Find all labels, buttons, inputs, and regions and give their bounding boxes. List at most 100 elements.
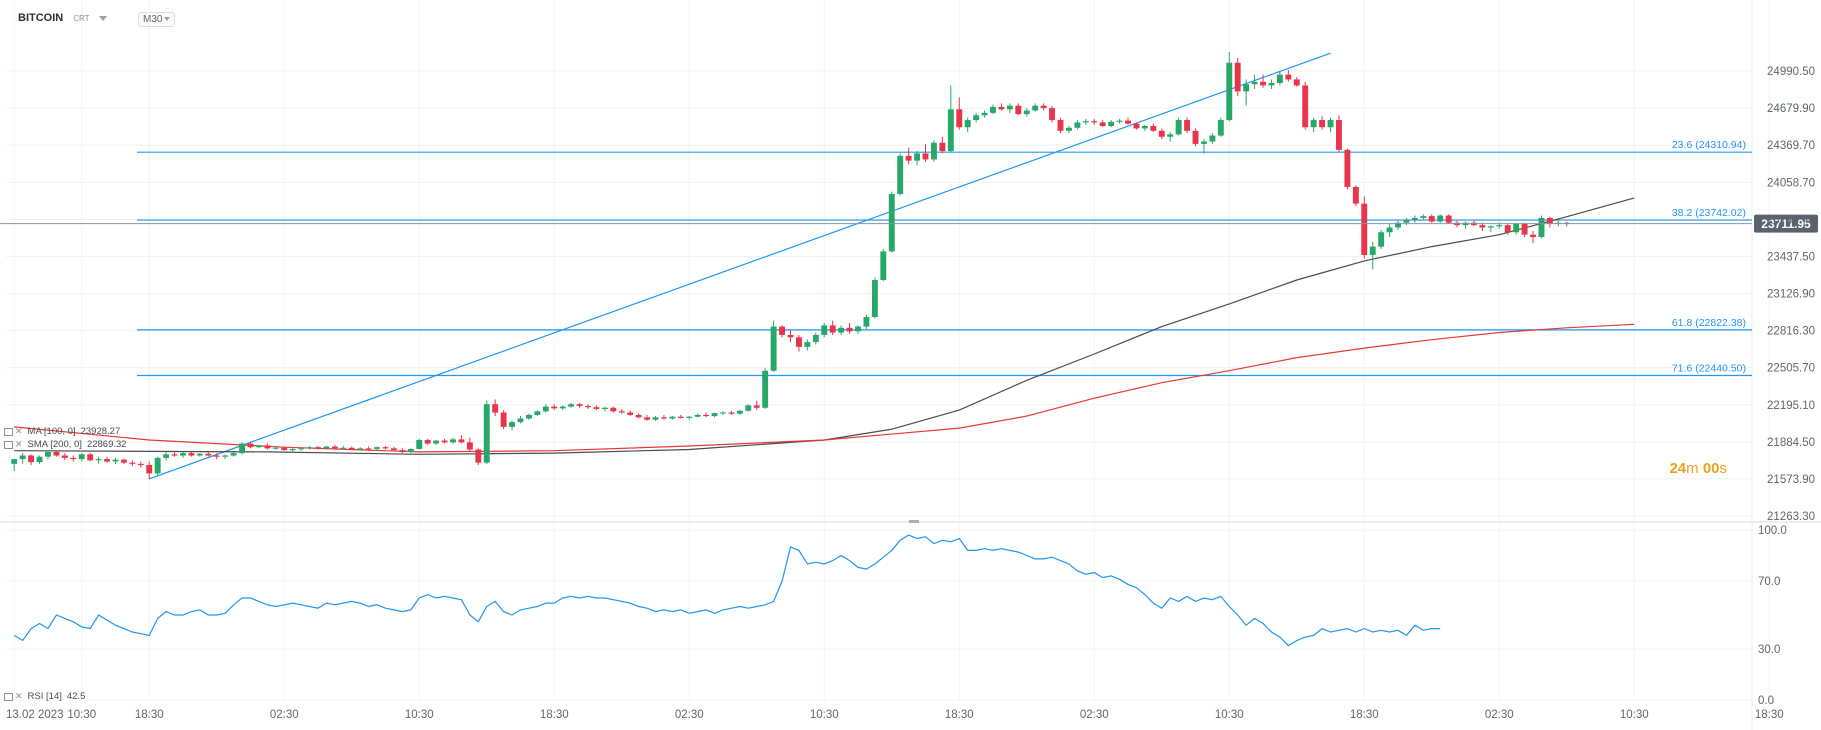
candle-body — [28, 455, 35, 463]
sma-label: SMA [200, 0] — [27, 439, 82, 450]
ma-label: MA [100, 0] — [27, 426, 76, 437]
candle-body — [1479, 225, 1486, 228]
candle-body — [289, 448, 296, 451]
candle-body — [1428, 216, 1435, 222]
settings-icon[interactable] — [4, 440, 13, 449]
trendline[interactable] — [149, 52, 1331, 480]
rsi-value: 42.5 — [66, 691, 86, 702]
candle-body — [1302, 85, 1309, 128]
candle-body — [1125, 120, 1131, 124]
chevron-down-icon[interactable] — [98, 15, 107, 21]
candle-body — [281, 447, 288, 451]
trendline-segment — [149, 52, 1331, 480]
candle-body — [239, 443, 245, 454]
candle-body — [728, 412, 735, 414]
candle-body — [1006, 105, 1013, 110]
candle-body — [323, 446, 330, 449]
candle-body — [1437, 215, 1444, 222]
countdown-minutes-unit: m — [1686, 460, 1699, 477]
candle-body — [1015, 105, 1022, 115]
instrument-type[interactable]: CRT — [73, 14, 107, 23]
close-icon[interactable]: ✕ — [15, 691, 23, 701]
candle-body — [475, 449, 482, 463]
candle-body — [19, 455, 26, 460]
candle-body — [720, 412, 726, 414]
legend-ma100[interactable]: ✕ MA [100, 0] 23928.27 — [4, 426, 120, 437]
candle-body — [897, 155, 904, 195]
candle-body — [593, 407, 600, 409]
candle-body — [1268, 83, 1275, 86]
candle-body — [1074, 122, 1081, 128]
candle-body — [104, 459, 110, 462]
timeframe-select[interactable]: M30 — [138, 12, 176, 27]
candle-body — [745, 405, 752, 411]
price-tick-label: 24369.70 — [1767, 140, 1815, 152]
close-icon[interactable]: ✕ — [15, 426, 23, 436]
legend-rsi[interactable]: ✕ RSI [14] 42.5 — [4, 691, 85, 702]
close-icon[interactable]: ✕ — [15, 439, 23, 449]
candle-body — [1184, 120, 1191, 131]
candle-body — [1234, 62, 1241, 92]
time-tick-label: 02:30 — [270, 709, 299, 721]
ma100-line — [14, 197, 1635, 455]
candle-body — [1327, 120, 1334, 128]
candle-body — [509, 422, 516, 427]
settings-icon[interactable] — [4, 427, 13, 436]
candle-body — [1049, 108, 1056, 121]
candle-body — [213, 455, 220, 457]
time-tick-label: 10:30 — [405, 709, 434, 721]
fibonacci-levels[interactable]: 23.6 (24310.94) 38.2 (23742.02) 61.8 (2282… — [137, 139, 1752, 377]
candle-body — [644, 417, 651, 420]
candle-body — [753, 405, 760, 408]
legend-sma200[interactable]: ✕ SMA [200, 0] 22869.32 — [4, 439, 127, 450]
rsi-tick-label: 0.0 — [1758, 695, 1774, 707]
candle-body — [601, 407, 608, 409]
candle-body — [163, 454, 170, 458]
candle-body — [1099, 122, 1106, 127]
price-axis[interactable]: 24990.50 24679.90 24369.70 24058.70 23748.40… — [1767, 66, 1815, 523]
candle-body — [374, 447, 380, 449]
candle-body — [1150, 126, 1157, 131]
rsi-label: RSI [14] — [27, 691, 62, 702]
candle-body — [922, 153, 929, 160]
settings-icon[interactable] — [4, 692, 13, 701]
candle-body — [1226, 62, 1233, 121]
candle-body — [956, 109, 963, 128]
candle-body — [458, 439, 465, 443]
time-tick-label: 18:30 — [945, 709, 974, 721]
rsi-tick-label: 100.0 — [1758, 525, 1787, 537]
fib-level-label: 71.6 (22440.50) — [1672, 362, 1746, 374]
candle-body — [525, 414, 532, 419]
candle-body — [1293, 79, 1300, 86]
candle-body — [1040, 105, 1047, 109]
price-tick-label: 24679.90 — [1767, 103, 1815, 115]
symbol-header[interactable]: BITCOIN CRT — [18, 12, 107, 24]
candle-body — [340, 447, 347, 449]
candle-body — [1108, 121, 1115, 127]
candle-body — [146, 465, 153, 474]
candle-body — [188, 453, 195, 456]
rsi-tick-label: 30.0 — [1758, 644, 1780, 656]
candle-body — [196, 453, 203, 456]
candle-body — [382, 447, 389, 449]
candle-body — [939, 142, 946, 152]
fib-level-label: 23.6 (24310.94) — [1672, 139, 1746, 151]
candle-body — [568, 404, 575, 407]
candle-body — [551, 406, 558, 409]
candle-body — [779, 326, 786, 335]
candle-body — [87, 454, 94, 461]
price-tick-label: 21263.30 — [1767, 511, 1815, 523]
candle-body — [1285, 74, 1292, 80]
last-price-tag: 23711.95 — [0, 214, 1818, 233]
candle-body — [1133, 123, 1140, 129]
time-axis[interactable]: 13.02 2023 10:30 18:30 02:30 10:30 18:30 02:30… — [6, 709, 1784, 721]
candle-body — [855, 326, 861, 332]
candle-body — [990, 106, 996, 113]
candle-body — [154, 457, 161, 474]
time-tick-label: 02:30 — [1080, 709, 1109, 721]
symbol-name[interactable]: BITCOIN — [18, 12, 64, 24]
candle-body — [1344, 149, 1351, 187]
candle-body — [846, 327, 853, 332]
ma-value: 23928.27 — [80, 426, 121, 437]
